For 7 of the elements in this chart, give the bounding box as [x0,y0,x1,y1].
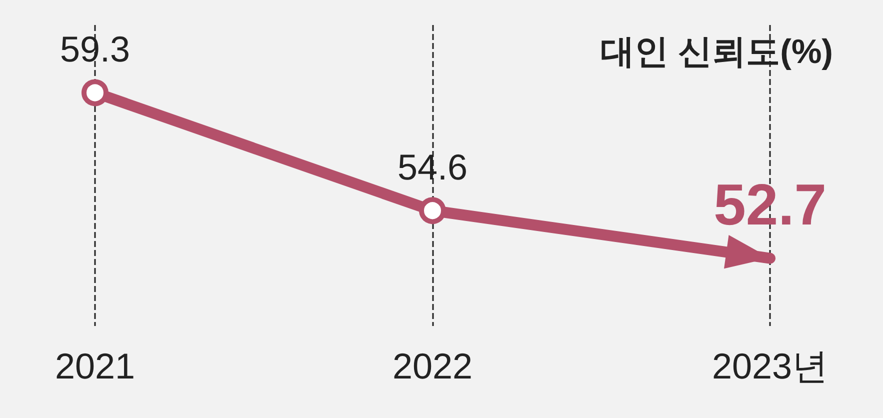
x-tick-label: 2023년 [712,346,828,386]
chart-title: 대인 신뢰도(%) [600,33,834,71]
data-label: 54.6 [397,146,468,188]
data-label: 52.7 [714,172,826,238]
data-label: 59.3 [60,28,130,70]
x-tick-label: 2022 [392,346,473,386]
x-tick-label: 2021 [54,346,136,386]
